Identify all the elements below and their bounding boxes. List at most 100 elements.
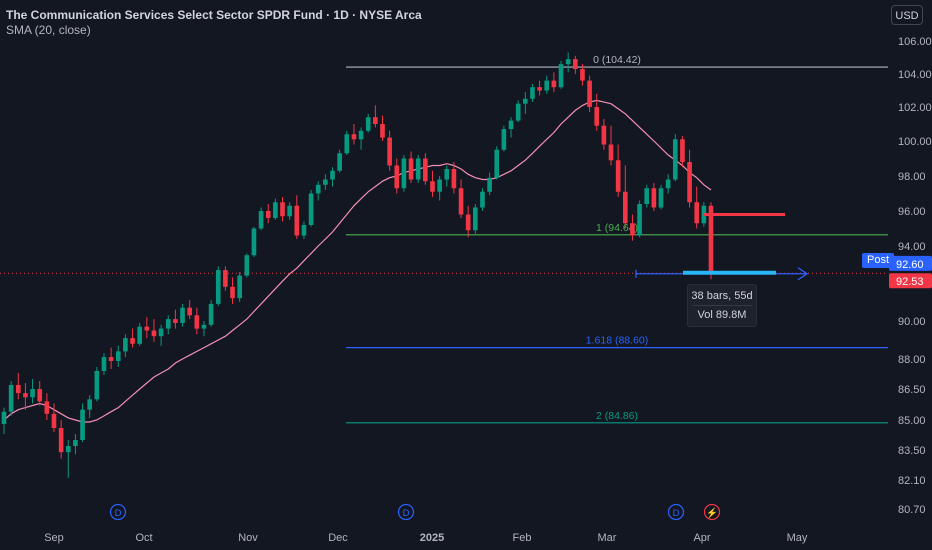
candle-body [65, 446, 71, 453]
y-tick-label: 104.00 [898, 69, 932, 81]
candle-body [458, 188, 464, 215]
fib-level-label: 1.618 (88.60) [586, 335, 648, 347]
candle-body [615, 160, 621, 192]
measure-arrow-head [797, 267, 809, 281]
indicator-label[interactable]: SMA (20, close) [6, 23, 91, 37]
candle-body [315, 184, 321, 194]
event-marker-label: D [403, 508, 410, 519]
candle-body [644, 188, 650, 204]
y-tick-label: 82.10 [898, 475, 926, 487]
currency-button[interactable]: USD [891, 5, 923, 25]
y-tick-label: 106.00 [898, 36, 932, 48]
candle-body [487, 177, 492, 192]
candle-body [230, 286, 235, 299]
symbol-title[interactable]: The Communication Services Select Sector… [6, 8, 422, 22]
candle-body [44, 401, 50, 414]
price-label-box [889, 273, 932, 289]
candle-body [523, 98, 528, 104]
candle-body [530, 87, 535, 99]
fib-level-label: 2 (84.86) [596, 410, 638, 422]
price-label-box [889, 255, 932, 271]
measure-bars-text: 38 bars, 55d [691, 290, 753, 302]
candle-body [637, 204, 642, 236]
candle-body [423, 158, 428, 182]
price-label-text: 92.53 [896, 276, 924, 288]
candle-body [572, 59, 578, 70]
candle-body [165, 319, 171, 329]
x-tick-label: Sep [44, 532, 64, 544]
candle-body [215, 270, 221, 304]
candle-body [265, 211, 271, 218]
candle-body [437, 179, 442, 192]
fibonacci-retracement: 0 (104.42) 1 (94.64) 1.618 (88.60) 2 (84.86… [346, 54, 888, 424]
x-tick-label: Oct [135, 532, 152, 544]
event-markers: D D D ⚡ [109, 503, 721, 521]
candle-body [280, 202, 285, 217]
candle-body [151, 330, 157, 337]
candle-body [294, 205, 300, 236]
candle-body [15, 385, 21, 394]
y-tick-label: 96.00 [898, 206, 926, 218]
candle-body [380, 124, 385, 138]
y-tick-label: 85.00 [898, 415, 926, 427]
sma-polyline [3, 99, 712, 423]
price-label-text: 92.60 [896, 259, 924, 271]
candle-body [180, 307, 185, 323]
candle-body [473, 207, 478, 231]
candle-body [115, 351, 121, 361]
y-tick-label: 80.70 [898, 504, 926, 516]
candle-body [130, 338, 135, 344]
candle-body [287, 205, 292, 217]
event-marker-label: ⚡ [706, 507, 718, 519]
candle-body [680, 139, 685, 162]
candle-body [508, 120, 514, 130]
measure-volume-text: Vol 89.8M [697, 309, 747, 321]
fib-level-label: 1 (94.64) [596, 222, 638, 234]
candle-body [244, 255, 250, 276]
candle-body [80, 409, 85, 440]
time-axis: Sep Oct Nov Dec 2025 Feb Mar Apr May [44, 532, 808, 544]
x-tick-label: Feb [513, 532, 532, 544]
x-tick-label: 2025 [420, 532, 444, 544]
candle-body [301, 225, 307, 236]
event-marker-circle [703, 503, 721, 521]
candle-body [394, 165, 400, 189]
x-tick-label: Mar [598, 532, 617, 544]
candle-body [87, 399, 93, 410]
candle-body [587, 80, 592, 107]
candle-body [308, 193, 314, 225]
candle-body [565, 59, 571, 65]
candle-body [73, 440, 78, 446]
candle-body [94, 371, 100, 400]
candle-body [330, 170, 335, 180]
sma-line [3, 99, 712, 423]
x-tick-label: Nov [238, 532, 258, 544]
candle-body [251, 228, 257, 256]
y-tick-label: 83.50 [898, 445, 926, 457]
y-tick-label: 86.50 [898, 384, 926, 396]
candle-body [365, 117, 371, 131]
x-tick-label: Apr [693, 532, 710, 544]
y-tick-label: 94.00 [898, 241, 926, 253]
candle-body [622, 191, 628, 224]
y-tick-label: 102.00 [898, 102, 932, 114]
candle-body [37, 389, 43, 402]
candle-body [672, 139, 678, 180]
candle-body [465, 214, 471, 231]
candle-body [665, 179, 671, 189]
candle-body [323, 179, 328, 185]
candle-body [144, 326, 150, 331]
chart-header: The Communication Services Select Sector… [6, 8, 422, 38]
candle-body [658, 188, 664, 208]
candle-body [358, 130, 364, 140]
candle-body [58, 428, 64, 453]
candle-body [237, 275, 242, 299]
candle-body [608, 144, 614, 161]
candle-body [373, 117, 378, 124]
candle-body [387, 137, 392, 166]
candle-body [223, 270, 228, 287]
candle-body [515, 103, 521, 121]
y-tick-label: 98.00 [898, 171, 926, 183]
candle-body [273, 202, 278, 218]
